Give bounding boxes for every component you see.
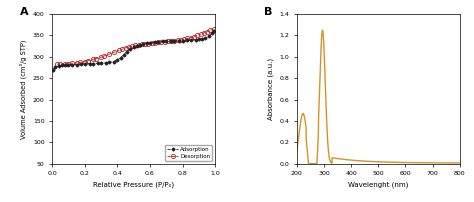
Desorption [139, 43, 145, 46]
Text: B: B [264, 7, 273, 17]
Desorption [57, 63, 63, 65]
Desorption [119, 48, 125, 50]
Desorption [168, 40, 174, 42]
Desorption [123, 47, 128, 49]
Adsorption [193, 39, 199, 41]
Adsorption [98, 62, 104, 64]
Adsorption [103, 62, 109, 64]
Adsorption [106, 61, 112, 64]
Adsorption [164, 40, 169, 43]
Adsorption [79, 63, 84, 65]
Desorption [106, 53, 112, 56]
Adsorption [137, 44, 143, 46]
Adsorption [172, 40, 177, 42]
Text: A: A [19, 7, 28, 17]
Desorption [201, 32, 207, 34]
Adsorption [209, 32, 215, 35]
Desorption [77, 61, 82, 64]
Adsorption [160, 40, 166, 43]
Adsorption [87, 62, 92, 65]
Adsorption [168, 40, 174, 42]
Adsorption [176, 39, 182, 42]
Adsorption [53, 66, 58, 68]
Desorption [65, 62, 71, 65]
Desorption [129, 45, 135, 47]
Adsorption [206, 35, 211, 38]
Adsorption [188, 39, 193, 41]
Desorption [149, 42, 155, 44]
Desorption [111, 51, 117, 53]
Adsorption [65, 64, 71, 66]
Desorption [188, 36, 193, 39]
Adsorption [118, 57, 123, 59]
Desorption [146, 42, 151, 45]
Desorption [126, 46, 132, 48]
Desorption [82, 60, 88, 63]
Desorption [93, 57, 99, 60]
Desorption [132, 44, 138, 46]
Adsorption [115, 59, 120, 61]
Adsorption [185, 39, 191, 41]
Desorption [211, 28, 217, 30]
Adsorption [141, 43, 146, 45]
Adsorption [196, 38, 202, 41]
Desorption [191, 36, 197, 38]
Line: Desorption: Desorption [55, 27, 216, 66]
Adsorption [74, 63, 80, 66]
Desorption [85, 59, 91, 62]
Adsorption [50, 68, 56, 71]
Adsorption [128, 48, 133, 50]
Desorption [63, 62, 68, 65]
Desorption [182, 38, 187, 41]
Desorption [178, 39, 184, 41]
Desorption [69, 62, 74, 64]
Adsorption [155, 41, 161, 43]
Adsorption [124, 50, 130, 53]
Desorption [175, 39, 181, 41]
Desorption [155, 41, 161, 44]
Adsorption [144, 42, 150, 44]
Adsorption [211, 30, 217, 33]
Desorption [90, 58, 96, 61]
Y-axis label: Absorbance (a.u.): Absorbance (a.u.) [267, 58, 273, 120]
Desorption [204, 31, 210, 33]
Adsorption [90, 62, 96, 65]
Desorption [172, 39, 177, 42]
X-axis label: Relative Pressure (P/P₀): Relative Pressure (P/P₀) [93, 182, 174, 188]
Legend: Adsorption, Desorption: Adsorption, Desorption [165, 145, 212, 161]
Desorption [194, 34, 200, 37]
Desorption [136, 44, 141, 46]
Adsorption [63, 64, 68, 66]
Desorption [162, 41, 167, 43]
Desorption [54, 63, 60, 65]
Adsorption [134, 45, 140, 47]
Desorption [165, 40, 171, 43]
Desorption [158, 41, 164, 44]
Adsorption [69, 63, 74, 66]
Adsorption [111, 60, 117, 63]
Adsorption [199, 38, 205, 40]
Adsorption [59, 64, 65, 67]
Desorption [101, 55, 107, 57]
Desorption [142, 43, 148, 45]
Adsorption [152, 41, 158, 44]
Desorption [74, 62, 80, 64]
Desorption [98, 56, 104, 59]
Adsorption [56, 65, 62, 67]
Adsorption [180, 39, 185, 42]
Desorption [198, 33, 203, 35]
Desorption [152, 42, 158, 44]
Desorption [185, 37, 191, 40]
Adsorption [202, 37, 208, 39]
Adsorption [121, 54, 127, 56]
Desorption [208, 29, 213, 32]
Line: Adsorption: Adsorption [52, 30, 215, 71]
Y-axis label: Volume Adsorbed (cm³/g STP): Volume Adsorbed (cm³/g STP) [20, 39, 27, 139]
Adsorption [95, 62, 100, 64]
Desorption [116, 49, 122, 52]
Adsorption [82, 63, 88, 65]
X-axis label: Wavelenght (nm): Wavelenght (nm) [348, 182, 409, 188]
Adsorption [147, 42, 153, 44]
Adsorption [131, 46, 137, 49]
